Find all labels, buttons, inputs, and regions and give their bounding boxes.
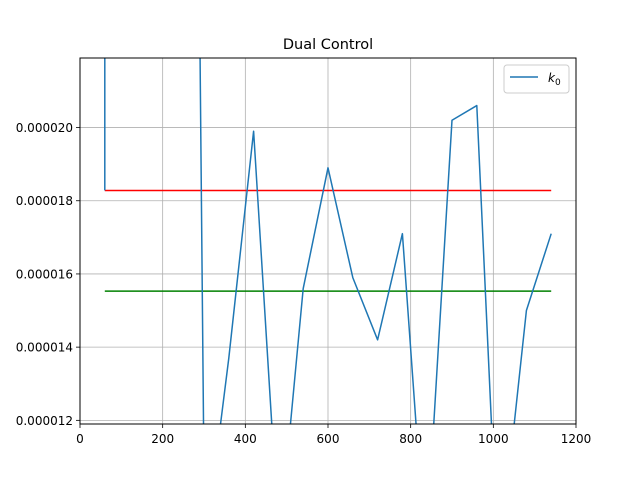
y-tick-label: 0.000016: [16, 267, 73, 281]
x-tick-label: 800: [399, 432, 422, 446]
x-tick-label: 1000: [478, 432, 509, 446]
y-tick-label: 0.000020: [16, 121, 73, 135]
x-tick-label: 600: [317, 432, 340, 446]
y-axis: 0.000012 0.000014 0.000016 0.000018 0.000020: [16, 121, 80, 428]
plot-area: [104, 58, 552, 424]
legend-box: [503, 64, 570, 94]
x-tick-label: 0: [76, 432, 84, 446]
y-tick-label: 0.000018: [16, 194, 73, 208]
series-line-k0: [104, 58, 552, 424]
x-axis: 0 200 400 600 800 1000 1200: [76, 424, 591, 446]
y-tick-label: 0.000014: [16, 341, 73, 355]
legend: k0: [503, 64, 570, 94]
x-tick-label: 200: [151, 432, 174, 446]
grid: [79, 58, 577, 424]
x-tick-label: 1200: [561, 432, 592, 446]
y-tick-label: 0.000012: [16, 414, 73, 428]
legend-label: k0: [548, 71, 561, 88]
legend-label-subscript: 0: [555, 78, 561, 88]
chart-title: Dual Control: [283, 37, 373, 53]
x-tick-label: 400: [234, 432, 257, 446]
